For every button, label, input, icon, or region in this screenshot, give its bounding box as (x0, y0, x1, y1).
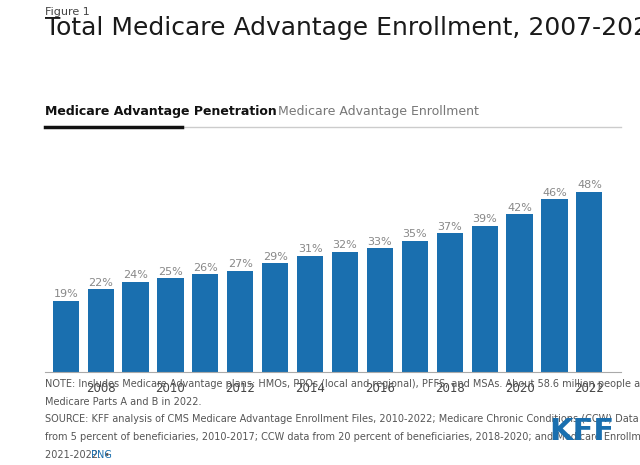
Bar (227, 271, 253, 372)
Text: 22%: 22% (88, 278, 113, 288)
Text: 33%: 33% (367, 237, 392, 246)
Text: 29%: 29% (263, 252, 287, 262)
Bar (541, 199, 568, 372)
Bar (472, 226, 498, 372)
Bar (88, 289, 114, 372)
Text: 24%: 24% (123, 271, 148, 280)
Text: Medicare Parts A and B in 2022.: Medicare Parts A and B in 2022. (45, 397, 202, 407)
Text: 19%: 19% (53, 289, 78, 299)
Bar (52, 301, 79, 372)
Text: 31%: 31% (298, 244, 323, 254)
Bar (332, 252, 358, 372)
Bar (122, 282, 148, 372)
Text: KFF: KFF (549, 418, 614, 446)
Text: 37%: 37% (437, 222, 462, 232)
Text: 46%: 46% (542, 188, 567, 198)
Text: Total Medicare Advantage Enrollment, 2007-2022: Total Medicare Advantage Enrollment, 200… (45, 16, 640, 40)
Text: 42%: 42% (507, 203, 532, 213)
Bar (506, 214, 532, 372)
Bar (192, 274, 218, 372)
Bar (262, 263, 288, 372)
Bar (436, 233, 463, 372)
Text: Medicare Advantage Enrollment: Medicare Advantage Enrollment (278, 105, 479, 118)
Text: 39%: 39% (472, 214, 497, 224)
Text: 25%: 25% (158, 267, 183, 277)
Text: SOURCE: KFF analysis of CMS Medicare Advantage Enrollment Files, 2010-2022; Medi: SOURCE: KFF analysis of CMS Medicare Adv… (45, 414, 640, 425)
Bar (402, 241, 428, 372)
Text: from 5 percent of beneficiaries, 2010-2017; CCW data from 20 percent of benefici: from 5 percent of beneficiaries, 2010-20… (45, 432, 640, 442)
Bar (297, 256, 323, 372)
Text: Figure 1: Figure 1 (45, 7, 90, 17)
Text: Medicare Advantage Penetration: Medicare Advantage Penetration (45, 105, 276, 118)
Text: 35%: 35% (403, 229, 427, 239)
Bar (157, 278, 184, 372)
Text: 32%: 32% (333, 240, 357, 251)
Text: 26%: 26% (193, 263, 218, 273)
Bar (367, 248, 393, 372)
Text: 2021-2022. •: 2021-2022. • (45, 450, 113, 460)
Bar (576, 192, 602, 372)
Text: 48%: 48% (577, 180, 602, 190)
Text: PNG: PNG (91, 450, 112, 460)
Text: NOTE: Includes Medicare Advantage plans: HMOs, PPOs (local and regional), PFFS, : NOTE: Includes Medicare Advantage plans:… (45, 379, 640, 389)
Text: 27%: 27% (228, 259, 253, 269)
